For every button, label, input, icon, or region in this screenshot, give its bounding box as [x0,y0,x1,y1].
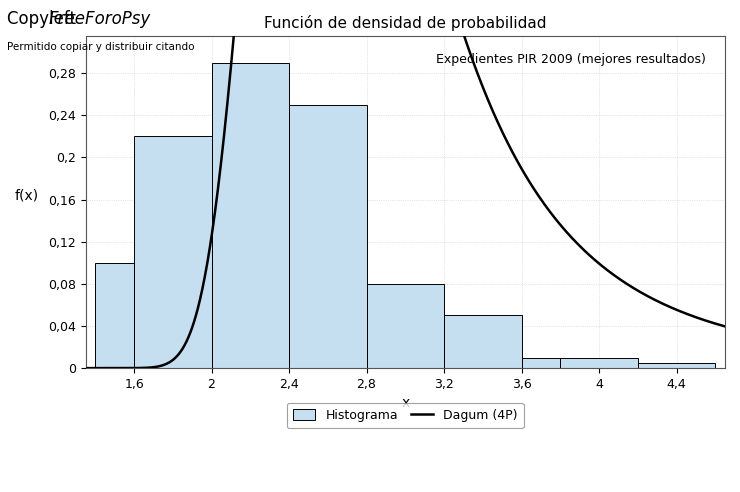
Title: Función de densidad de probabilidad: Función de densidad de probabilidad [264,15,547,31]
Legend: Histograma, Dagum (4P): Histograma, Dagum (4P) [286,403,524,428]
Text: Expedientes PIR 2009 (mejores resultados): Expedientes PIR 2009 (mejores resultados… [436,53,706,66]
Bar [212,62,289,368]
Bar [95,263,134,368]
Text: FreeForoPsy: FreeForoPsy [48,10,150,28]
Text: Copyleft: Copyleft [7,10,81,28]
Bar [560,358,638,368]
Bar [134,136,212,368]
Y-axis label: f(x): f(x) [15,188,39,202]
Bar [444,315,522,368]
Bar [366,284,444,368]
Bar [522,358,560,368]
X-axis label: x: x [401,397,409,410]
Text: Permitido copiar y distribuir citando: Permitido copiar y distribuir citando [7,42,195,52]
Bar [638,363,716,368]
Bar [289,105,366,368]
